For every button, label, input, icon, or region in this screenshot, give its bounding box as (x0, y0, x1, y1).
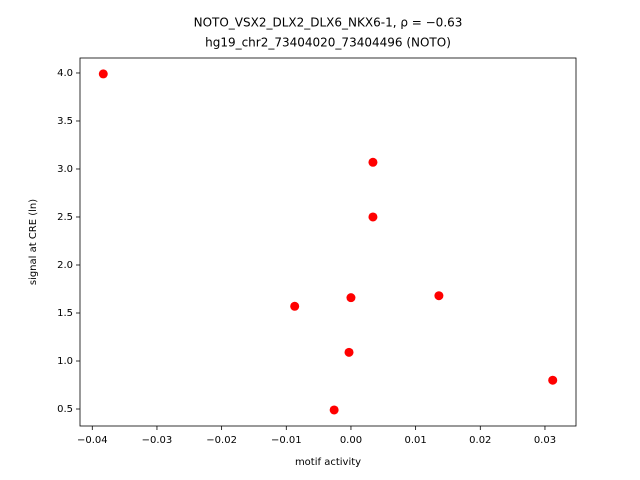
y-tick-label: 0.5 (57, 404, 73, 415)
point (434, 291, 444, 301)
x-tick-label: 0.01 (404, 435, 426, 446)
y-tick-label: 4.0 (57, 68, 73, 79)
y-tick-label: 1.5 (57, 308, 73, 319)
point (368, 157, 378, 167)
x-tick-label: 0.02 (469, 435, 491, 446)
point (98, 69, 108, 79)
x-tick-label: 0.00 (340, 435, 362, 446)
x-axis-label: motif activity (295, 457, 361, 468)
point (344, 347, 354, 357)
y-tick-label: 1.0 (57, 356, 73, 367)
point (548, 375, 558, 385)
y-tick-label: 2.0 (57, 260, 73, 271)
x-tick-label: −0.02 (206, 435, 237, 446)
chart-title: NOTO_VSX2_DLX2_DLX6_NKX6-1, ρ = −0.63 (194, 16, 463, 30)
y-tick-label: 3.0 (57, 164, 73, 175)
chart-subtitle: hg19_chr2_73404020_73404496 (NOTO) (205, 36, 451, 50)
point (368, 212, 378, 222)
x-tick-label: −0.04 (77, 435, 108, 446)
point (346, 293, 356, 303)
x-tick-label: 0.03 (534, 435, 556, 446)
x-tick-label: −0.03 (142, 435, 173, 446)
x-tick-label: −0.01 (271, 435, 302, 446)
y-axis-label: signal at CRE (ln) (28, 199, 39, 285)
plot-frame (79, 57, 577, 427)
y-tick-label: 2.5 (57, 212, 73, 223)
point (329, 405, 339, 415)
y-tick-label: 3.5 (57, 116, 73, 127)
point (290, 301, 300, 311)
